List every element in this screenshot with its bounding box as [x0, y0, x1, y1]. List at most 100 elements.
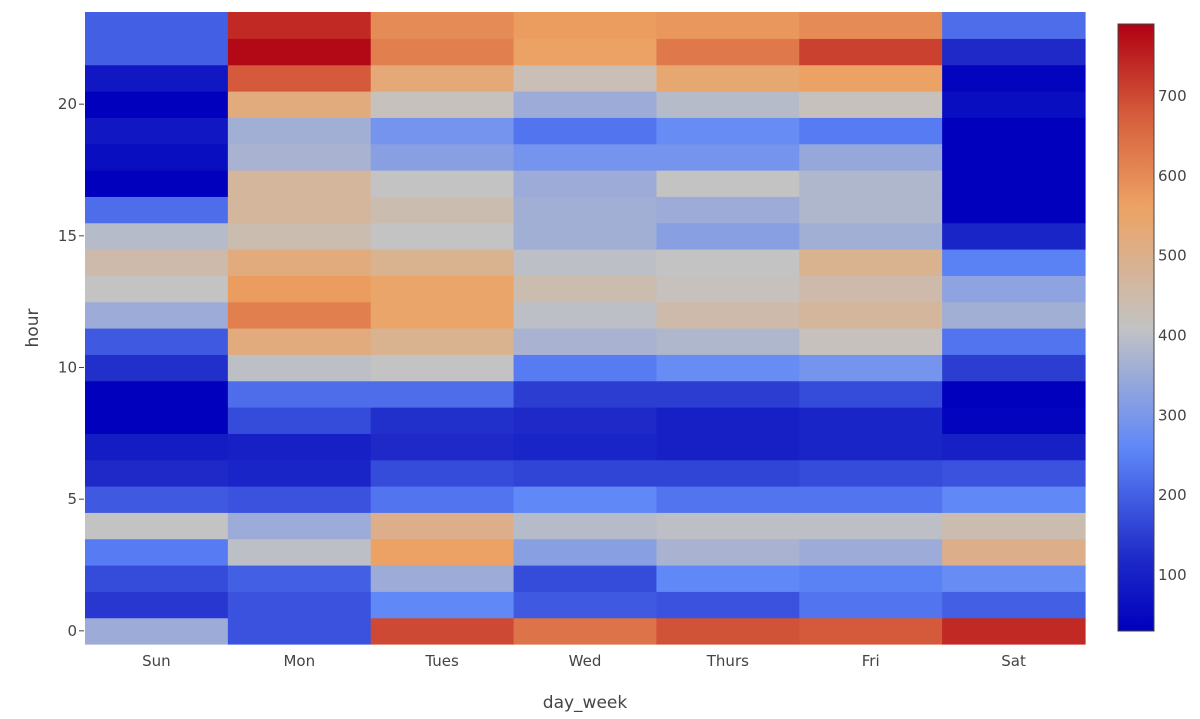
heatmap-cell-Tues-0 [370, 617, 515, 645]
heatmap-cell-Mon-9 [227, 380, 372, 408]
heatmap-cell-Sat-17 [942, 170, 1086, 197]
heatmap-cell-Sat-18 [942, 143, 1086, 171]
heatmap-cell-Thurs-0 [656, 617, 800, 645]
heatmap-cell-Thurs-21 [656, 64, 800, 92]
heatmap-cell-Sun-1 [85, 591, 229, 619]
heatmap-cells [85, 12, 1086, 645]
heatmap-cell-Sun-15 [85, 222, 229, 250]
x-tick-label: Wed [569, 652, 602, 670]
x-axis-title: day_week [543, 693, 628, 713]
heatmap-cell-Thurs-23 [656, 12, 800, 39]
heatmap-cell-Thurs-6 [656, 459, 800, 487]
heatmap-cell-Thurs-5 [656, 486, 800, 513]
y-axis-ticks: 0 5 10 15 20 [58, 95, 84, 640]
y-tick-label: 0 [67, 622, 77, 640]
heatmap-cell-Wed-7 [513, 433, 658, 461]
heatmap-cell-Tues-12 [370, 301, 515, 329]
y-tick-label: 15 [58, 227, 77, 245]
heatmap-cell-Fri-22 [799, 38, 943, 66]
x-axis-ticks: Sun Mon Tues Wed Thurs Fri Sat [142, 652, 1026, 670]
heatmap-cell-Sat-0 [942, 617, 1086, 645]
heatmap-cell-Sat-10 [942, 354, 1086, 382]
heatmap-cell-Sat-11 [942, 328, 1086, 355]
heatmap-cell-Tues-6 [370, 459, 515, 487]
heatmap-cell-Sun-6 [85, 459, 229, 487]
heatmap-cell-Mon-21 [227, 64, 372, 92]
heatmap-cell-Tues-1 [370, 591, 515, 619]
heatmap-cell-Sun-18 [85, 143, 229, 171]
heatmap-cell-Thurs-10 [656, 354, 800, 382]
heatmap-cell-Mon-10 [227, 354, 372, 382]
x-tick-label: Sat [1001, 652, 1026, 670]
colorbar-tick-label: 400 [1158, 326, 1187, 344]
heatmap-cell-Fri-21 [799, 64, 943, 92]
heatmap-cell-Wed-10 [513, 354, 658, 382]
heatmap-cell-Wed-2 [513, 565, 658, 592]
heatmap-cell-Sun-9 [85, 380, 229, 408]
heatmap-cell-Mon-0 [227, 617, 372, 645]
heatmap-cell-Fri-8 [799, 407, 943, 434]
heatmap-cell-Mon-14 [227, 249, 372, 276]
heatmap-cell-Sat-3 [942, 538, 1086, 566]
heatmap-cell-Wed-4 [513, 512, 658, 540]
heatmap-cell-Wed-1 [513, 591, 658, 619]
heatmap-cell-Fri-13 [799, 275, 943, 303]
heatmap-cell-Tues-23 [370, 12, 515, 39]
heatmap-cell-Wed-18 [513, 143, 658, 171]
heatmap-cell-Thurs-12 [656, 301, 800, 329]
heatmap-cell-Sat-9 [942, 380, 1086, 408]
heatmap-cell-Fri-12 [799, 301, 943, 329]
heatmap-cell-Fri-4 [799, 512, 943, 540]
heatmap-cell-Thurs-7 [656, 433, 800, 461]
heatmap-cell-Sun-7 [85, 433, 229, 461]
heatmap-cell-Sun-16 [85, 196, 229, 224]
heatmap-cell-Sun-8 [85, 407, 229, 434]
heatmap-cell-Fri-20 [799, 91, 943, 118]
heatmap-cell-Sat-19 [942, 117, 1086, 145]
heatmap-cell-Thurs-16 [656, 196, 800, 224]
heatmap-cell-Tues-21 [370, 64, 515, 92]
heatmap-cell-Tues-18 [370, 143, 515, 171]
heatmap-cell-Wed-12 [513, 301, 658, 329]
heatmap-cell-Sun-2 [85, 565, 229, 592]
heatmap-cell-Wed-21 [513, 64, 658, 92]
colorbar-tick-label: 600 [1158, 167, 1187, 185]
colorbar-tick-label: 500 [1158, 247, 1187, 265]
y-tick-label: 20 [58, 95, 77, 113]
heatmap-cell-Mon-1 [227, 591, 372, 619]
heatmap-cell-Sun-13 [85, 275, 229, 303]
heatmap-cell-Thurs-22 [656, 38, 800, 66]
heatmap-cell-Sat-14 [942, 249, 1086, 276]
heatmap-cell-Mon-13 [227, 275, 372, 303]
heatmap-cell-Sun-3 [85, 538, 229, 566]
heatmap-cell-Wed-15 [513, 222, 658, 250]
heatmap-cell-Wed-5 [513, 486, 658, 513]
heatmap-cell-Fri-2 [799, 565, 943, 592]
heatmap-cell-Thurs-1 [656, 591, 800, 619]
heatmap-cell-Sat-21 [942, 64, 1086, 92]
heatmap-cell-Sat-20 [942, 91, 1086, 118]
heatmap-cell-Tues-17 [370, 170, 515, 197]
heatmap-cell-Sat-2 [942, 565, 1086, 592]
heatmap-cell-Fri-9 [799, 380, 943, 408]
heatmap-cell-Tues-15 [370, 222, 515, 250]
heatmap-cell-Wed-3 [513, 538, 658, 566]
heatmap-cell-Wed-17 [513, 170, 658, 197]
colorbar-tick-label: 300 [1158, 406, 1187, 424]
x-tick-label: Mon [283, 652, 315, 670]
heatmap-cell-Fri-11 [799, 328, 943, 355]
heatmap-cell-Fri-6 [799, 459, 943, 487]
heatmap-cell-Mon-23 [227, 12, 372, 39]
heatmap-cell-Sat-7 [942, 433, 1086, 461]
heatmap-cell-Wed-22 [513, 38, 658, 66]
heatmap-cell-Mon-6 [227, 459, 372, 487]
heatmap-cell-Thurs-15 [656, 222, 800, 250]
heatmap-cell-Tues-9 [370, 380, 515, 408]
heatmap-cell-Fri-15 [799, 222, 943, 250]
y-tick-label: 5 [67, 490, 77, 508]
heatmap-cell-Sat-12 [942, 301, 1086, 329]
heatmap-cell-Fri-3 [799, 538, 943, 566]
heatmap-cell-Sat-8 [942, 407, 1086, 434]
heatmap-cell-Fri-16 [799, 196, 943, 224]
